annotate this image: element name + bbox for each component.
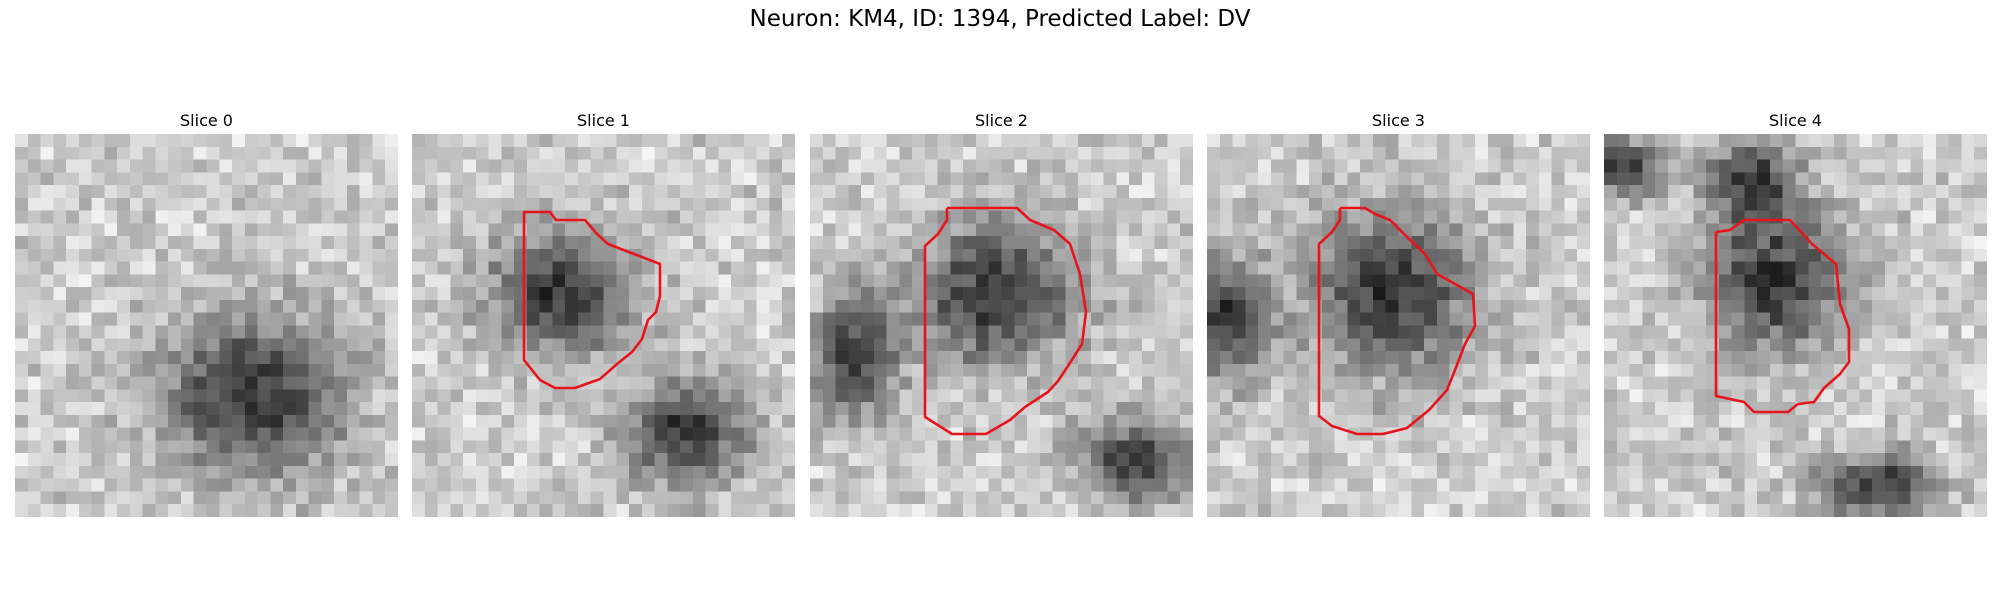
slice-image <box>1207 134 1590 517</box>
figure-title: Neuron: KM4, ID: 1394, Predicted Label: … <box>749 6 1251 32</box>
grayscale-patch <box>412 134 795 517</box>
segmentation-contour <box>1317 206 1477 436</box>
slice-image <box>810 134 1193 517</box>
slice-image <box>412 134 795 517</box>
segmentation-contour <box>522 210 662 390</box>
panel-title: Slice 3 <box>1372 111 1425 130</box>
panel-title: Slice 0 <box>180 111 233 130</box>
panel-slice-3: Slice 3 <box>1207 108 1590 517</box>
segmentation-contour <box>1714 218 1851 414</box>
panel-title: Slice 2 <box>975 111 1028 130</box>
panel-slice-2: Slice 2 <box>810 108 1193 517</box>
panel-slice-1: Slice 1 <box>412 108 795 517</box>
panel-title: Slice 4 <box>1769 111 1822 130</box>
slice-image <box>15 134 398 517</box>
slice-image <box>1604 134 1987 517</box>
panel-title: Slice 1 <box>577 111 630 130</box>
grayscale-patch <box>1604 134 1987 517</box>
segmentation-contour <box>923 206 1088 436</box>
grayscale-patch <box>1207 134 1590 517</box>
grayscale-patch <box>15 134 398 517</box>
panel-slice-0: Slice 0 <box>15 108 398 517</box>
grayscale-patch <box>810 134 1193 517</box>
panel-slice-4: Slice 4 <box>1604 108 1987 517</box>
